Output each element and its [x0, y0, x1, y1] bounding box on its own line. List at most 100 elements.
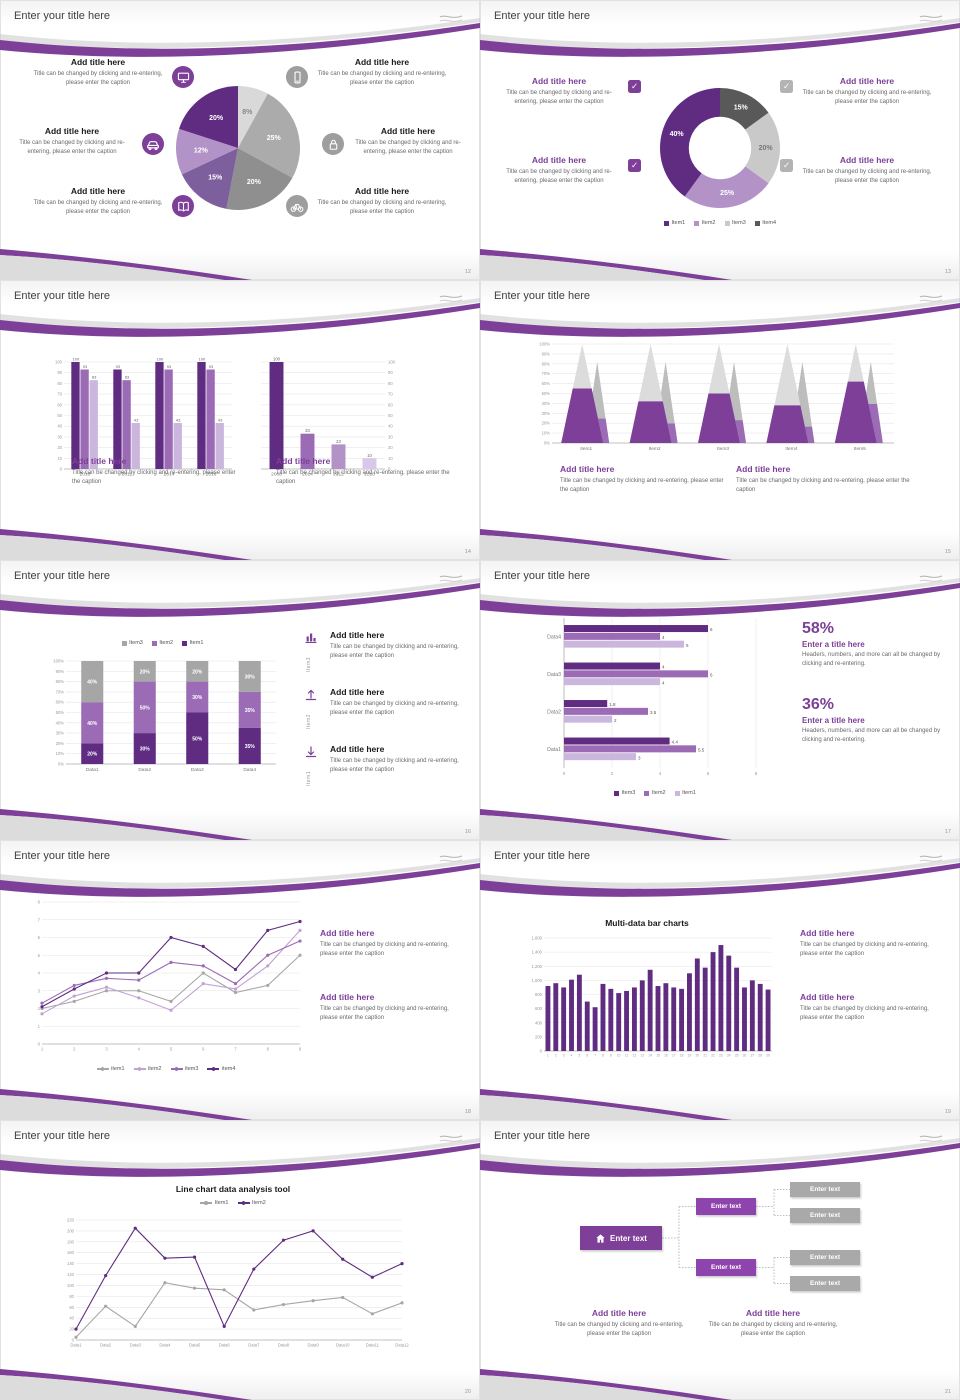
svg-text:10: 10 [617, 1054, 621, 1058]
callout-caption: Title can be changed by clicking and re-… [276, 469, 450, 485]
legend-label: Item3 [732, 220, 746, 226]
callout-title: Add title here [330, 687, 385, 697]
svg-text:80%: 80% [542, 361, 551, 366]
series-label: Item2 [306, 713, 312, 729]
line-legend: Item1 Item2 [105, 1200, 361, 1206]
callout-caption: Title can be changed by clicking and re-… [554, 1321, 684, 1337]
swoosh-decoration [0, 298, 480, 560]
svg-text:Data7: Data7 [248, 1343, 260, 1348]
callout-title: Add title here [330, 744, 385, 754]
logo-mark [439, 855, 463, 862]
svg-text:Item2: Item2 [649, 446, 661, 452]
svg-text:33: 33 [305, 428, 310, 433]
slide-14[interactable]: Enter your title here 14 0 10 20 30 40 50 60 70… [0, 280, 480, 560]
svg-text:5.5: 5.5 [698, 748, 705, 753]
svg-text:Data3: Data3 [130, 1343, 142, 1348]
diagram-branch-node: Enter text [696, 1259, 756, 1276]
svg-text:10: 10 [388, 456, 393, 461]
slide-12[interactable]: Enter your title here 12 8% 25% 20% 15% 12% 2… [0, 0, 480, 280]
svg-text:4.4: 4.4 [672, 740, 679, 745]
svg-text:15%: 15% [734, 105, 749, 112]
svg-text:2008: 2008 [271, 472, 282, 478]
slide-21[interactable]: Enter your title here 21 Enter text Ente… [480, 1120, 960, 1400]
svg-text:Data5: Data5 [189, 1343, 201, 1348]
smartphone-icon [286, 66, 308, 88]
svg-text:20: 20 [69, 1327, 74, 1332]
legend-item: Item2 [644, 790, 666, 796]
svg-text:Data12: Data12 [395, 1343, 409, 1348]
callout: Add title here Title can be changed by c… [800, 992, 948, 1023]
series-label: Item3 [306, 656, 312, 672]
page-number: 21 [944, 1389, 951, 1395]
callout-title: Add title here [320, 992, 375, 1002]
logo-mark [919, 855, 943, 862]
svg-text:11: 11 [625, 1054, 629, 1058]
legend-swatch [694, 220, 700, 226]
svg-text:220: 220 [67, 1218, 75, 1223]
callout: Add title here Title can be changed by c… [320, 928, 468, 959]
svg-text:Item5: Item5 [854, 446, 866, 452]
svg-text:20: 20 [696, 1054, 700, 1058]
svg-text:100: 100 [388, 360, 396, 365]
slide-20[interactable]: Enter your title here 20 Line chart data… [0, 1120, 480, 1400]
callout-caption: Title can be changed by clicking and re-… [330, 757, 459, 773]
callout: Add title here Title can be changed by c… [30, 186, 166, 217]
svg-text:30%: 30% [56, 731, 65, 736]
slide-16[interactable]: Enter your title here 16 Item3 Item2 Item1… [0, 560, 480, 840]
legend-swatch [207, 1067, 220, 1071]
slide-17[interactable]: Enter your title here 17 0 2 4 6 8 Data4 6 4 5 Da… [480, 560, 960, 840]
svg-text:30%: 30% [542, 411, 551, 416]
svg-text:30%: 30% [245, 674, 256, 680]
swoosh-decoration [0, 858, 480, 1120]
stat-caption: Headers, numbers, and more can all be ch… [802, 728, 941, 744]
svg-text:30%: 30% [140, 747, 151, 753]
svg-text:60%: 60% [56, 700, 65, 705]
logo-mark [919, 1135, 943, 1142]
checkbox-icon: ✓ [780, 80, 793, 93]
svg-text:25: 25 [735, 1054, 739, 1058]
svg-text:60: 60 [388, 402, 393, 407]
checkbox-icon: ✓ [628, 80, 641, 93]
svg-text:40%: 40% [56, 720, 65, 725]
legend-label: Item2 [159, 640, 174, 646]
svg-text:6: 6 [710, 627, 713, 632]
lock-icon [322, 133, 344, 155]
logo-mark [439, 15, 463, 22]
svg-text:Data4: Data4 [243, 767, 256, 773]
svg-text:20%: 20% [56, 741, 65, 746]
swoosh-decoration [480, 578, 960, 840]
svg-text:8: 8 [755, 771, 758, 776]
svg-text:2: 2 [38, 1006, 41, 1011]
slide-15[interactable]: Enter your title here 15 0% 10% 20% 30% 40% 5… [480, 280, 960, 560]
svg-text:24: 24 [727, 1054, 731, 1058]
callout-caption: Title can be changed by clicking and re-… [802, 89, 932, 105]
svg-text:30%: 30% [192, 695, 203, 701]
stat-block: 58% Enter a title here Headers, numbers,… [802, 620, 947, 670]
callout: Add title here Title can be changed by c… [8, 126, 136, 157]
swoosh-decoration [480, 18, 960, 280]
svg-text:2: 2 [614, 718, 617, 723]
callout-title: Add title here [800, 928, 855, 938]
slide-19[interactable]: Enter your title here 19 Multi-data bar … [480, 840, 960, 1120]
svg-text:12%: 12% [194, 148, 209, 155]
book-icon [172, 195, 194, 217]
callout-title: Add title here [800, 992, 855, 1002]
connector-lines [662, 1189, 790, 1284]
svg-text:5: 5 [38, 953, 41, 958]
svg-text:2016: 2016 [206, 472, 217, 478]
svg-text:3.5: 3.5 [650, 710, 657, 715]
svg-text:2012: 2012 [333, 472, 344, 478]
callout: Add title here Title can be changed by c… [330, 687, 468, 718]
svg-text:20%: 20% [140, 669, 151, 675]
callout-caption: Title can be changed by clicking and re-… [355, 139, 461, 155]
svg-text:2: 2 [555, 1054, 557, 1058]
svg-text:43: 43 [176, 417, 181, 422]
svg-text:0: 0 [388, 467, 391, 472]
svg-text:3: 3 [105, 1047, 108, 1052]
slide-title: Enter your title here [14, 570, 110, 582]
callout-caption: Title can be changed by clicking and re-… [72, 469, 236, 485]
svg-text:93: 93 [167, 364, 172, 369]
callout: Add title here Title can be changed by c… [344, 126, 472, 157]
slide-13[interactable]: Enter your title here 13 15% 20% 25% 40% It… [480, 0, 960, 280]
